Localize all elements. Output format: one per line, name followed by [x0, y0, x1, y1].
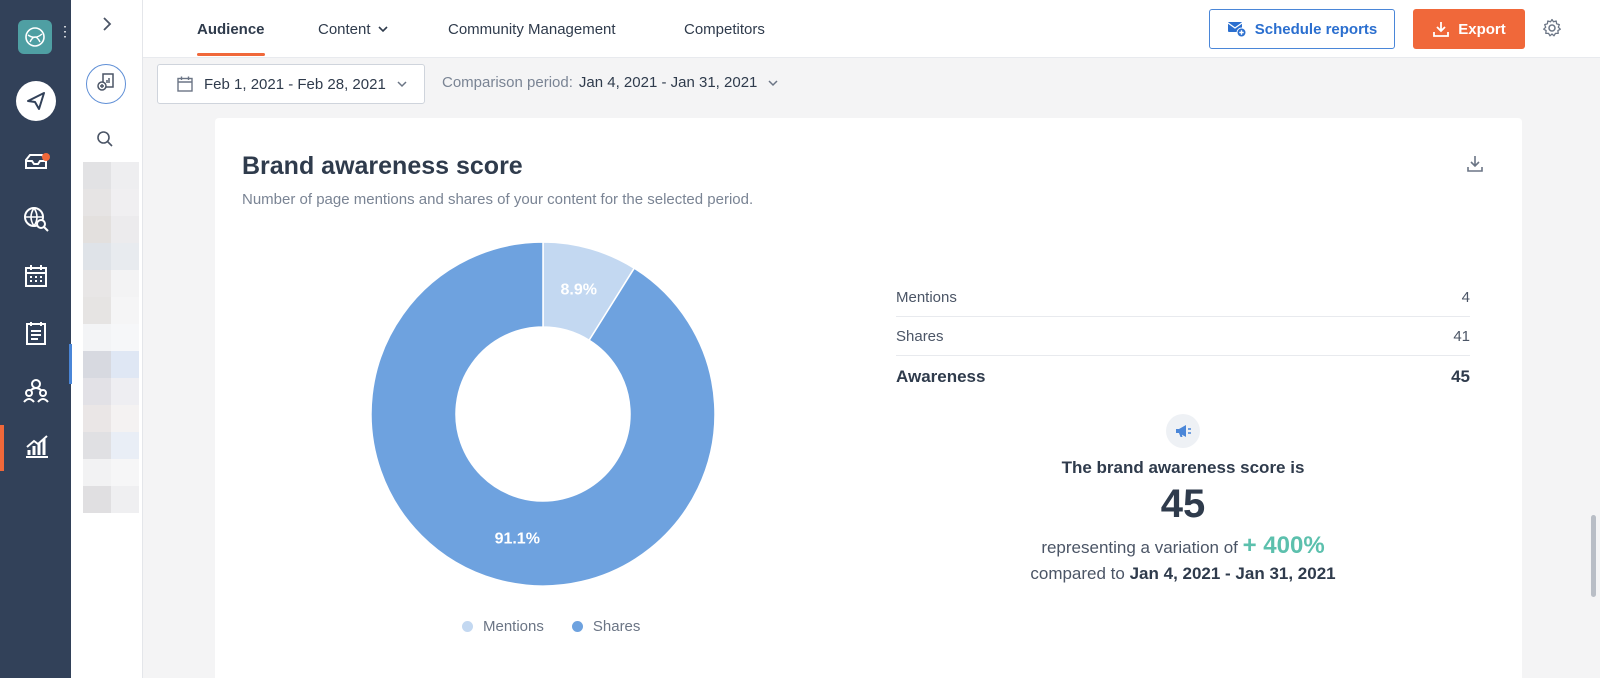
nav-listening[interactable]: [0, 198, 71, 244]
legend-item-mentions[interactable]: Mentions: [462, 618, 544, 635]
list-item[interactable]: [83, 297, 139, 324]
list-item[interactable]: [83, 243, 139, 270]
tab-community-management[interactable]: Community Management: [448, 0, 616, 58]
add-page-icon: [95, 71, 117, 98]
table-row: Awareness 45: [896, 356, 1470, 398]
summary-heading: The brand awareness score is: [1061, 458, 1305, 477]
stat-label: Mentions: [896, 288, 957, 306]
variation-prefix: representing a variation of: [1041, 538, 1238, 557]
tab-content[interactable]: Content: [318, 0, 389, 58]
page-list: [83, 162, 139, 524]
date-range-value: Feb 1, 2021 - Feb 28, 2021: [204, 75, 386, 93]
list-item[interactable]: [83, 432, 139, 459]
donut-chart: 8.9% 91.1%: [370, 241, 716, 587]
notification-badge: [42, 153, 50, 161]
list-item[interactable]: [83, 162, 139, 189]
page-selector-column: [69, 0, 143, 678]
legend-label: Shares: [592, 618, 641, 635]
export-button[interactable]: Export: [1413, 9, 1525, 49]
list-item[interactable]: [83, 486, 139, 513]
variation-value: + 400%: [1242, 532, 1325, 559]
analytics-icon: [22, 433, 50, 464]
download-icon[interactable]: [1465, 154, 1485, 179]
stat-value: 45: [1451, 367, 1470, 386]
stat-value: 41: [1453, 327, 1470, 345]
app-logo-icon[interactable]: [18, 20, 52, 54]
nav-publish[interactable]: [0, 78, 71, 124]
chevron-down-icon: [396, 78, 408, 90]
nav-inbox[interactable]: [0, 140, 71, 186]
tab-label: Community Management: [448, 20, 616, 38]
schedule-reports-label: Schedule reports: [1254, 20, 1378, 38]
page-scrollbar[interactable]: [1591, 515, 1596, 597]
nav-analytics[interactable]: [0, 425, 71, 471]
download-icon: [1432, 20, 1450, 38]
card-subtitle: Number of page mentions and shares of yo…: [242, 191, 754, 208]
list-item[interactable]: [83, 324, 139, 351]
legend-swatch: [462, 621, 473, 632]
summary-score: 45: [1160, 482, 1206, 526]
list-item[interactable]: [83, 189, 139, 216]
stat-value: 4: [1461, 288, 1470, 306]
list-item[interactable]: [83, 351, 139, 378]
list-item[interactable]: [83, 405, 139, 432]
paper-plane-icon: [15, 81, 56, 121]
compared-period: Jan 4, 2021 - Jan 31, 2021: [1129, 564, 1336, 583]
legend-item-shares[interactable]: Shares: [571, 618, 641, 635]
compared-prefix: compared to: [1030, 564, 1125, 583]
tab-label: Audience: [197, 20, 265, 38]
mail-plus-icon: [1227, 20, 1247, 38]
date-range-select[interactable]: Feb 1, 2021 - Feb 28, 2021: [157, 64, 425, 104]
nav-content[interactable]: [0, 312, 71, 358]
nav-team[interactable]: [0, 369, 71, 415]
comparison-period-select[interactable]: Comparison period: Jan 4, 2021 - Jan 31,…: [442, 74, 779, 91]
summary-variation-line: representing a variation of + 400%: [896, 532, 1470, 560]
globe-search-icon: [22, 205, 50, 238]
chevron-down-icon: [767, 77, 779, 89]
tab-label: Competitors: [684, 20, 765, 38]
table-row: Mentions 4: [896, 278, 1470, 317]
list-item[interactable]: [83, 216, 139, 243]
tab-label: Content: [318, 20, 371, 38]
search-icon[interactable]: [96, 130, 114, 153]
data-label-shares: 91.1%: [495, 530, 540, 547]
selected-page-indicator: [69, 344, 72, 384]
awareness-summary: The brand awareness score is 45 represen…: [896, 414, 1470, 584]
list-item[interactable]: [83, 270, 139, 297]
megaphone-icon: [1166, 414, 1200, 448]
comparison-label: Comparison period:: [442, 74, 573, 91]
stat-label: Shares: [896, 327, 944, 345]
chevron-right-icon[interactable]: [97, 14, 117, 34]
tab-competitors[interactable]: Competitors: [684, 0, 765, 58]
more-menu-icon[interactable]: ⋮: [58, 23, 72, 39]
report-icon: [23, 320, 49, 351]
stat-label: Awareness: [896, 367, 986, 386]
schedule-reports-button[interactable]: Schedule reports: [1209, 9, 1395, 49]
legend-label: Mentions: [483, 618, 544, 635]
calendar-icon: [23, 263, 49, 294]
chevron-down-icon: [377, 23, 389, 35]
card-title: Brand awareness score: [242, 152, 523, 180]
tab-audience[interactable]: Audience: [197, 0, 265, 58]
list-item[interactable]: [83, 378, 139, 405]
chart-legend: Mentions Shares: [462, 618, 640, 635]
legend-swatch: [571, 621, 583, 632]
table-row: Shares 41: [896, 317, 1470, 356]
summary-compared-line: compared to Jan 4, 2021 - Jan 31, 2021: [896, 564, 1470, 584]
brand-awareness-card: Brand awareness score Number of page men…: [215, 118, 1522, 678]
calendar-icon: [176, 75, 194, 93]
main-nav-rail: ⋮: [0, 0, 72, 678]
comparison-value: Jan 4, 2021 - Jan 31, 2021: [578, 74, 758, 91]
add-page-button[interactable]: [86, 64, 126, 104]
nav-calendar[interactable]: [0, 255, 71, 301]
list-item[interactable]: [83, 459, 139, 486]
gear-icon[interactable]: [1542, 18, 1562, 43]
export-label: Export: [1458, 20, 1506, 38]
donut-slice-shares[interactable]: [370, 241, 716, 587]
stats-table: Mentions 4 Shares 41 Awareness 45: [896, 278, 1470, 398]
people-icon: [22, 377, 50, 408]
data-label-mentions: 8.9%: [561, 282, 597, 299]
